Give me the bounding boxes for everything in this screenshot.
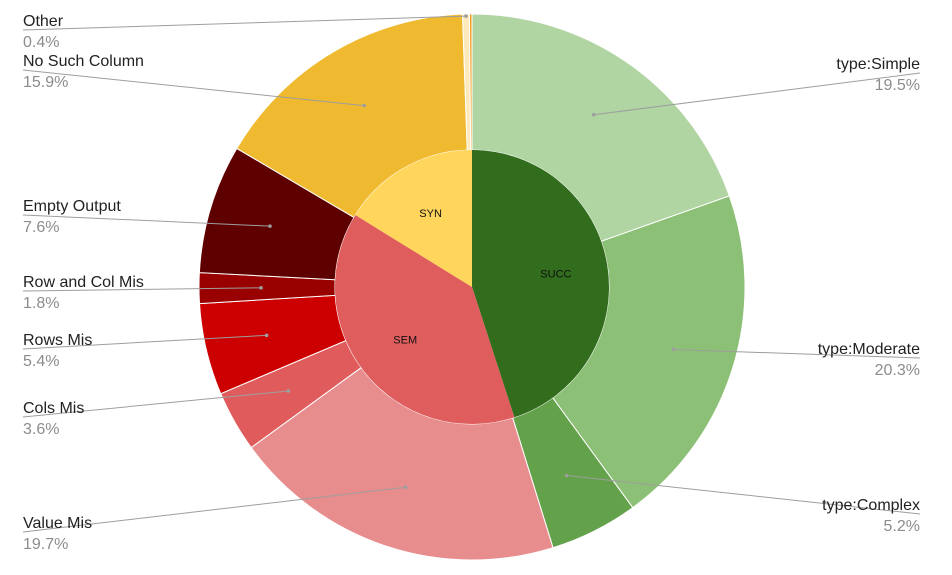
label-value-mis: Value Mis (23, 515, 92, 532)
label-pct-type-moderate: 20.3% (875, 362, 920, 379)
leader-lines (22, 14, 921, 533)
leader-line-other (22, 15, 467, 31)
label-other: Other (23, 13, 64, 30)
leader-dot-type-simple (592, 112, 596, 117)
label-pct-type-simple: 19.5% (875, 77, 920, 94)
leader-dot-type-moderate (671, 347, 676, 352)
leader-dot-cols-mis (286, 389, 291, 393)
leader-line-cols-mis (22, 390, 289, 418)
leader-dot-no-such-column (362, 103, 366, 108)
leader-line-empty-output (22, 214, 270, 227)
inner-label-syn: SYN (419, 208, 442, 220)
leader-dot-other (464, 14, 468, 18)
outer-labels: type:Simple 19.5% type:Moderate 20.3% type:C… (23, 13, 920, 553)
leader-dot-value-mis (403, 485, 408, 490)
label-type-simple: type:Simple (836, 56, 920, 73)
leader-line-type-moderate (673, 348, 921, 359)
label-pct-rows-mis: 5.4% (23, 353, 59, 370)
leader-line-row-and-col-mis (22, 287, 262, 292)
label-pct-other: 0.4% (23, 34, 59, 51)
leader-line-no-such-column (22, 69, 365, 107)
wedge-succ (472, 150, 609, 418)
leader-line-value-mis (22, 486, 406, 533)
leader-dot-type-complex (564, 473, 569, 478)
label-cols-mis: Cols Mis (23, 400, 84, 417)
label-empty-output: Empty Output (23, 198, 121, 215)
label-row-and-col-mis: Row and Col Mis (23, 274, 144, 291)
label-type-complex: type:Complex (822, 497, 920, 514)
label-no-such-column: No Such Column (23, 53, 144, 70)
wedge-sem (335, 215, 515, 424)
label-pct-cols-mis: 3.6% (23, 421, 59, 438)
label-pct-empty-output: 7.6% (23, 219, 59, 236)
label-rows-mis: Rows Mis (23, 332, 92, 349)
leader-line-type-complex (566, 475, 921, 515)
label-pct-type-complex: 5.2% (884, 518, 920, 535)
wedge-syn (355, 150, 472, 287)
outer-ring (198, 13, 746, 561)
inner-label-sem: SEM (393, 334, 417, 346)
leader-line-rows-mis (22, 334, 267, 350)
leader-dot-row-and-col-mis (259, 286, 263, 290)
label-pct-value-mis: 19.7% (23, 536, 68, 553)
inner-labels: SUCC SEM SYN (393, 208, 571, 347)
leader-line-type-simple (593, 72, 921, 116)
label-pct-no-such-column: 15.9% (23, 74, 68, 91)
inner-ring (335, 150, 609, 424)
leader-dot-rows-mis (264, 333, 269, 338)
label-pct-row-and-col-mis: 1.8% (23, 295, 59, 312)
inner-label-succ: SUCC (540, 269, 571, 281)
label-type-moderate: type:Moderate (818, 341, 920, 358)
leader-dot-empty-output (268, 224, 272, 228)
